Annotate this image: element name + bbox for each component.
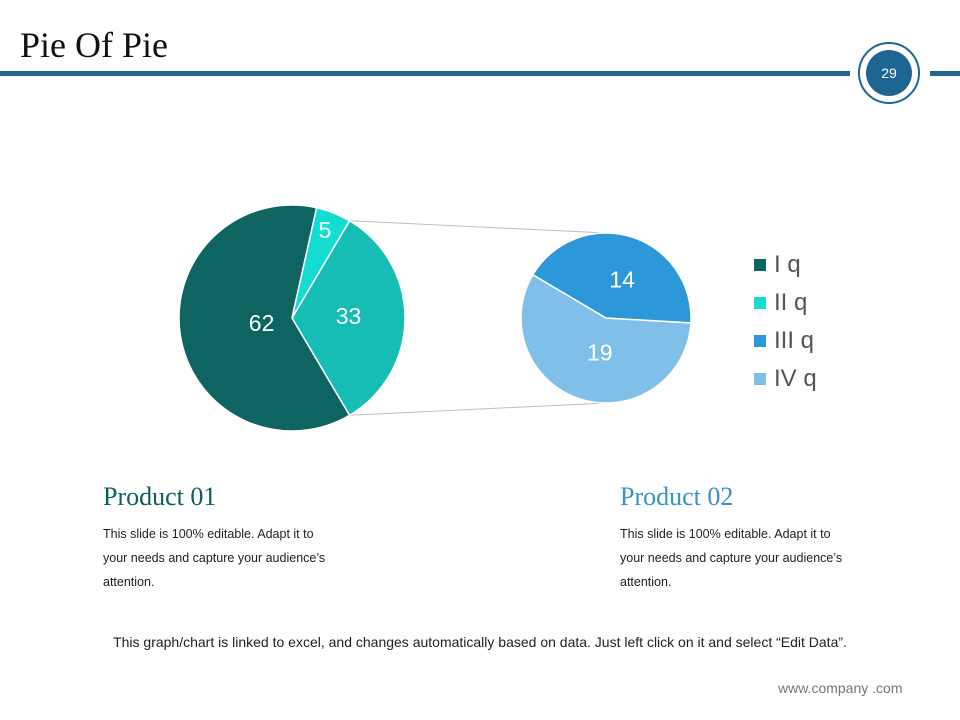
legend-swatch-iii-q — [754, 335, 766, 347]
product-01-heading: Product 01 — [103, 482, 217, 511]
description-line: attention. — [620, 575, 672, 589]
page-number-badge: 29 — [858, 42, 920, 104]
legend-item: I q — [754, 246, 817, 284]
product-02-description: This slide is 100% editable. Adapt it to… — [620, 522, 880, 594]
page-title: Pie Of Pie — [20, 25, 168, 65]
description-line: your needs and capture your audience’s — [103, 551, 326, 565]
data-label-combined: 33 — [336, 303, 362, 329]
legend-item: II q — [754, 284, 817, 322]
legend-item: IV q — [754, 360, 817, 398]
description-line: This slide is 100% editable. Adapt it to — [620, 527, 831, 541]
legend-swatch-i-q — [754, 259, 766, 271]
product-01-description: This slide is 100% editable. Adapt it to… — [103, 522, 363, 594]
header-rule-left — [0, 71, 850, 76]
description-line: your needs and capture your audience’s — [620, 551, 843, 565]
legend-swatch-iv-q — [754, 373, 766, 385]
legend-item: III q — [754, 322, 817, 360]
chart-legend: I q II q III q IV q — [754, 246, 817, 398]
page-number: 29 — [866, 50, 912, 96]
legend-label: II q — [774, 289, 808, 316]
data-label-ii-q: 5 — [319, 217, 332, 243]
connector-line-top — [349, 220, 607, 234]
pie-slice-iii-q[interactable] — [531, 232, 692, 324]
legend-swatch-ii-q — [754, 297, 766, 309]
pie-slice-combined[interactable] — [291, 219, 406, 417]
data-label-iii-q: 14 — [609, 266, 635, 292]
header-rule-right — [930, 71, 960, 76]
pie-slice-iv-q[interactable] — [520, 273, 692, 404]
description-line: This slide is 100% editable. Adapt it to — [103, 527, 314, 541]
pie-slice-ii-q[interactable] — [291, 206, 351, 319]
product-02-heading: Product 02 — [620, 482, 734, 511]
data-label-iv-q: 19 — [587, 340, 613, 366]
description-line: attention. — [103, 575, 155, 589]
legend-label: IV q — [774, 365, 817, 392]
legend-label: III q — [774, 327, 815, 354]
legend-label: I q — [774, 251, 801, 278]
connector-line-bottom — [349, 402, 607, 416]
product-01-block: Product 01 This slide is 100% editable. … — [103, 482, 363, 594]
footnote: This graph/chart is linked to excel, and… — [113, 634, 847, 650]
data-label-i-q: 62 — [249, 310, 275, 336]
pie-slice-i-q[interactable] — [178, 204, 351, 432]
product-02-block: Product 02 This slide is 100% editable. … — [620, 482, 880, 594]
website-url: www.company .com — [778, 680, 903, 696]
